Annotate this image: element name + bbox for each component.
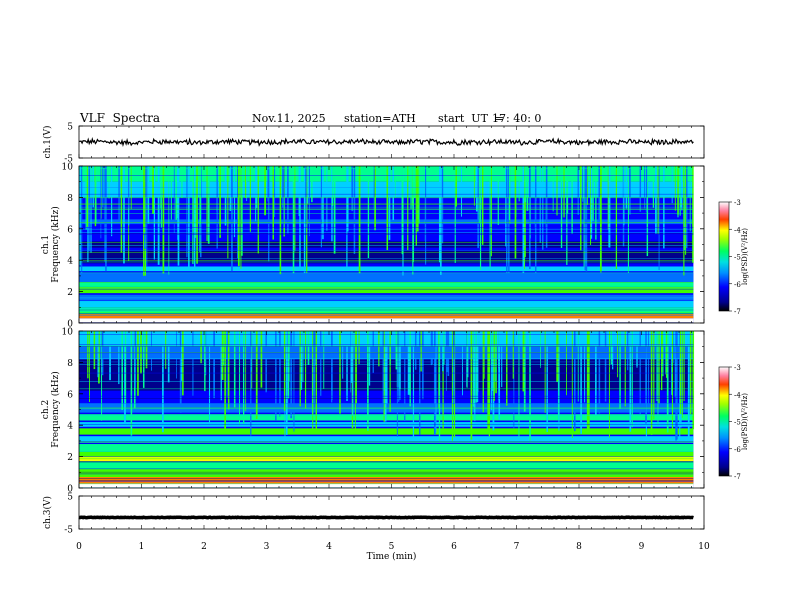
ch1-spectrogram-panel: 0 2 4 6 8 10 ch.1 Frequency (kHz) [41,163,705,330]
start-ut-label: start UT = [438,112,505,125]
colorbar-tick-label: -7 [734,473,741,481]
colorbar-tick-label: -4 [734,391,741,399]
ch1-voltage-panel: 5 -5 ch.1(V) [42,123,705,165]
colorbar-tick-label: -3 [734,364,741,372]
colorbar-tick-label: -3 [734,199,741,207]
x-tick-label: 3 [264,542,270,552]
x-tick-label: 10 [698,542,710,552]
frequency-band [79,266,694,272]
x-axis-label: Time (min) [367,551,417,562]
frequency-band [79,219,694,225]
y-tick-label: 8 [67,359,73,369]
y-tick-label: 5 [67,123,73,133]
frequency-band [79,444,694,452]
ch3-voltage-panel: 5 -5 ch.3(V) [42,493,705,536]
y-axis-label: ch.1(V) [42,126,53,159]
colorbar-tick-label: -4 [734,226,741,234]
x-tick-label: 4 [326,542,332,552]
channel-label: ch.1 [41,235,51,254]
panel-frame [78,495,705,530]
x-axis: 0 1 2 3 4 5 6 7 8 9 10 Time (min) [76,542,710,562]
frequency-band [79,301,694,308]
frequency-band [79,451,694,457]
frequency-band [79,461,694,470]
colorbar-tick-label: -5 [734,254,741,262]
colorbar-tick-label: -6 [734,281,741,289]
y-axis-label: Frequency (kHz) [50,371,61,448]
frequency-band [79,428,694,435]
frequency-band [79,477,694,484]
y-tick-label: 4 [67,422,73,432]
voltage-trace [78,515,694,520]
x-tick-label: 7 [514,542,520,552]
colorbar-label: log(PSD)(V²/Hz) [741,228,749,285]
y-tick-label: 5 [67,493,73,503]
date-label: Nov.11, 2025 [252,112,326,125]
y-tick-label: 0 [67,320,73,330]
x-tick-label: 1 [139,542,145,552]
y-tick-label: -5 [64,526,73,536]
station-label: station=ATH [344,112,416,125]
x-tick-label: 6 [451,542,457,552]
frequency-band [79,286,694,294]
start-ut-value: 17: 40: 0 [492,112,542,125]
chart-title: VLF Spectra [80,111,161,125]
y-axis-label: ch.3(V) [42,496,53,529]
channel-label: ch.2 [41,400,51,419]
y-axis-label: Frequency (kHz) [50,206,61,283]
y-tick-label: 0 [67,485,73,495]
frequency-band [79,272,694,283]
frequency-band [79,318,694,323]
y-tick-label: 2 [67,288,73,298]
colorbar-scale [718,366,730,477]
y-tick-label: 2 [67,453,73,463]
y-tick-label: 6 [67,390,73,400]
voltage-trace [79,136,694,147]
colorbar-tick-label: -5 [734,419,741,427]
x-tick-label: 8 [576,542,582,552]
x-tick-label: 9 [639,542,645,552]
frequency-band [79,313,694,319]
x-tick-label: 0 [76,542,82,552]
ch2-spectrogram-panel: 0 2 4 6 8 10 ch.2 Frequency (kHz) [41,328,705,495]
ch1-colorbar: -3 -4 -5 -6 -7 log(PSD)(V²/Hz) [718,199,749,316]
y-tick-label: 10 [62,328,74,338]
x-tick-label: 2 [201,542,207,552]
y-tick-label: 8 [67,194,73,204]
frequency-band [79,469,694,478]
colorbar-tick-label: -7 [734,308,741,316]
y-tick-label: 4 [67,257,73,267]
ch2-colorbar: -3 -4 -5 -6 -7 log(PSD)(V²/Hz) [718,364,749,481]
y-tick-label: 6 [67,225,73,235]
colorbar-label: log(PSD)(V²/Hz) [741,393,749,450]
colorbar-tick-label: -6 [734,446,741,454]
colorbar-scale [718,201,730,312]
y-tick-label: 10 [62,163,74,173]
frequency-band [79,436,694,443]
frequency-band [79,241,694,248]
frequency-band [79,282,694,287]
frequency-band [79,483,694,488]
y-tick-label: -5 [64,155,73,165]
x-tick-label: 5 [389,542,395,552]
